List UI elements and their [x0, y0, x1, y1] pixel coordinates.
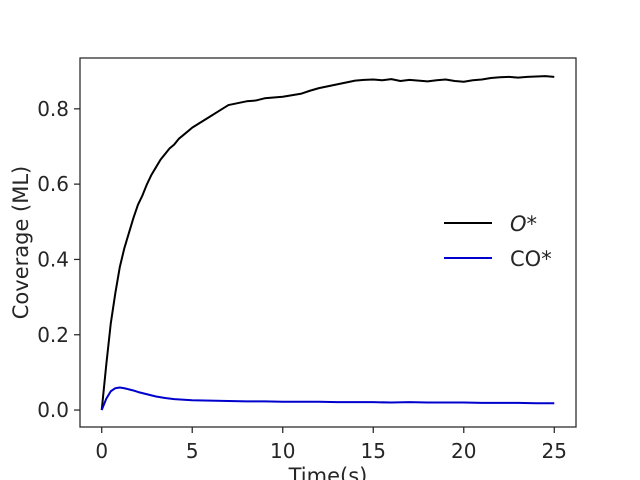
x-tick-label: 10 [270, 439, 295, 463]
x-tick-label: 5 [186, 439, 199, 463]
plot-frame [79, 57, 577, 428]
x-axis-label: Time(s) [288, 464, 368, 480]
y-axis-label: Coverage (ML) [9, 166, 33, 320]
y-tick-label: 0.4 [37, 247, 69, 271]
x-tick-label: 20 [451, 439, 476, 463]
x-tick-label: 0 [95, 439, 108, 463]
x-tick-label: 15 [361, 439, 386, 463]
legend-label-o: O* [510, 212, 537, 236]
y-tick-label: 0.0 [37, 398, 69, 422]
series-line-o [100, 75, 555, 411]
legend-label-co: CO* [510, 247, 552, 271]
y-tick-label: 0.8 [37, 97, 69, 121]
series-line-co [100, 386, 555, 411]
legend: O* CO* [444, 212, 552, 271]
series-layer [100, 75, 555, 411]
y-tick-label: 0.2 [37, 323, 69, 347]
x-tick-label: 25 [542, 439, 567, 463]
ticks-layer: 0 5 10 15 20 25 0.0 0.2 0.4 0.6 0.8 [37, 97, 567, 463]
y-tick-label: 0.6 [37, 172, 69, 196]
